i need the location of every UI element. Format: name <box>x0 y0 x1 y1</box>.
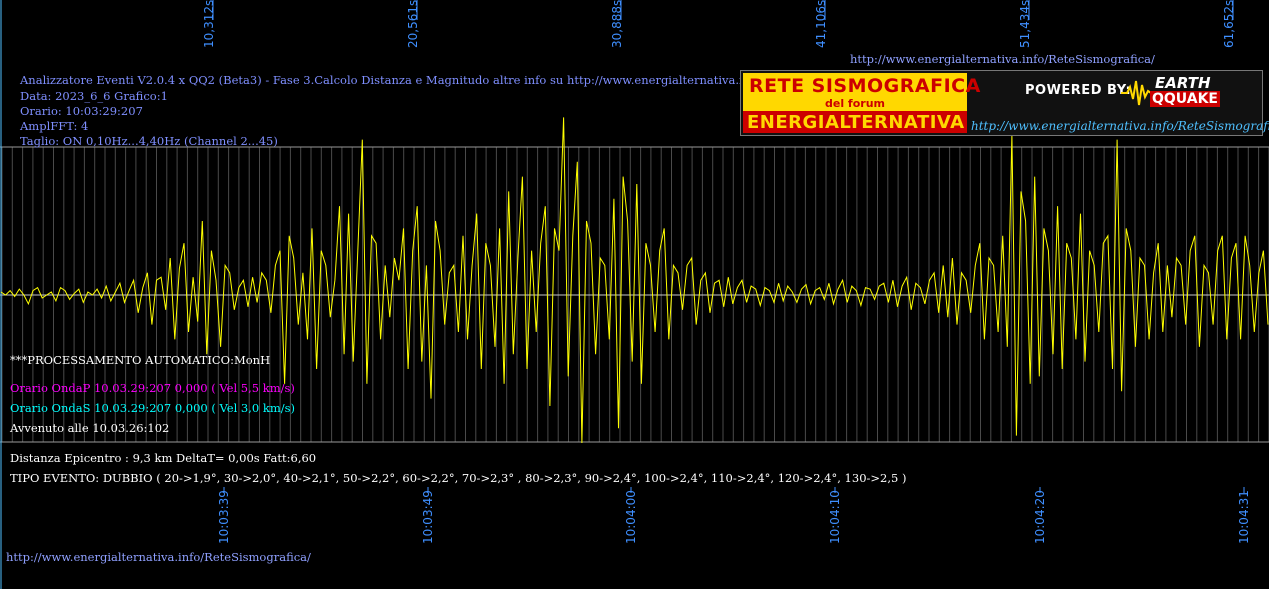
powered-by-label: POWERED BY: <box>1025 83 1132 98</box>
top-url[interactable]: http://www.energialternativa.info/ReteSi… <box>850 52 1155 66</box>
logo-title: RETE SISMOGRAFICA <box>749 75 981 97</box>
bottom-tick-label: 10:04:20 <box>1033 490 1047 544</box>
top-tick-label: 20,561s <box>406 0 420 48</box>
header-filter: Taglio: ON 0,10Hz...4,40Hz (Channel 2...… <box>20 134 278 148</box>
logo-url[interactable]: http://www.energialternativa.info/ReteSi… <box>971 119 1269 133</box>
header-ampl: AmplFFT: 4 <box>20 119 89 133</box>
signal-series <box>0 117 1269 444</box>
top-tick-label: 51,434s <box>1018 0 1032 48</box>
header-time: Orario: 10:03:29:207 <box>20 104 143 118</box>
rete-sismografica-logo[interactable]: RETE SISMOGRAFICA del forum ENERGIALTERN… <box>740 70 1269 136</box>
logo-name: ENERGIALTERNATIVA <box>747 112 965 133</box>
header-title: Analizzatore Eventi V2.0.4 x QQ2 (Beta3)… <box>20 73 810 87</box>
logo-subtitle: del forum <box>825 97 885 110</box>
top-tick-label: 10,312s <box>202 0 216 48</box>
top-axis: 10,312s 20,561s 30,888s 41,106s 51,434s 61,65… <box>202 0 1236 48</box>
occurred-time: Avvenuto alle 10.03.26:102 <box>10 421 170 435</box>
bottom-url[interactable]: http://www.energialternativa.info/ReteSi… <box>6 550 311 564</box>
top-tick-label: 41,106s <box>814 0 828 48</box>
bottom-tick-label: 10:03:49 <box>421 490 435 544</box>
bottom-tick-label: 10:04:00 <box>624 490 638 544</box>
p-wave-time: Orario OndaP 10.03.29:207 0,000 ( Vel 5,… <box>10 381 295 395</box>
bottom-tick-label: 10:04:31 <box>1237 490 1251 544</box>
brand-qquake: QQUAKE <box>1150 91 1220 107</box>
bottom-tick-label: 10:03:39 <box>217 490 231 544</box>
top-tick-label: 61,652s <box>1222 0 1236 48</box>
s-wave-time: Orario OndaS 10.03.29:207 0,000 ( Vel 3,… <box>10 401 296 415</box>
processing-auto: ***PROCESSAMENTO AUTOMATICO:MonH <box>10 353 271 367</box>
signal-line <box>0 117 1269 444</box>
header-date: Data: 2023_6_6 Grafico:1 <box>20 89 168 103</box>
epicenter-distance: Distanza Epicentro : 9,3 km DeltaT= 0,00… <box>10 451 317 465</box>
event-type: TIPO EVENTO: DUBBIO ( 20->1,9°, 30->2,0°… <box>10 471 907 485</box>
bottom-axis: 10:03:39 10:03:49 10:04:00 10:04:10 10:04:20… <box>217 487 1251 544</box>
logo-name-band <box>743 111 967 133</box>
seismograph-wave-icon <box>1121 80 1157 106</box>
top-tick-label: 30,888s <box>610 0 624 48</box>
bottom-tick-label: 10:04:10 <box>828 490 842 544</box>
brand-earth: EARTH <box>1155 74 1211 92</box>
